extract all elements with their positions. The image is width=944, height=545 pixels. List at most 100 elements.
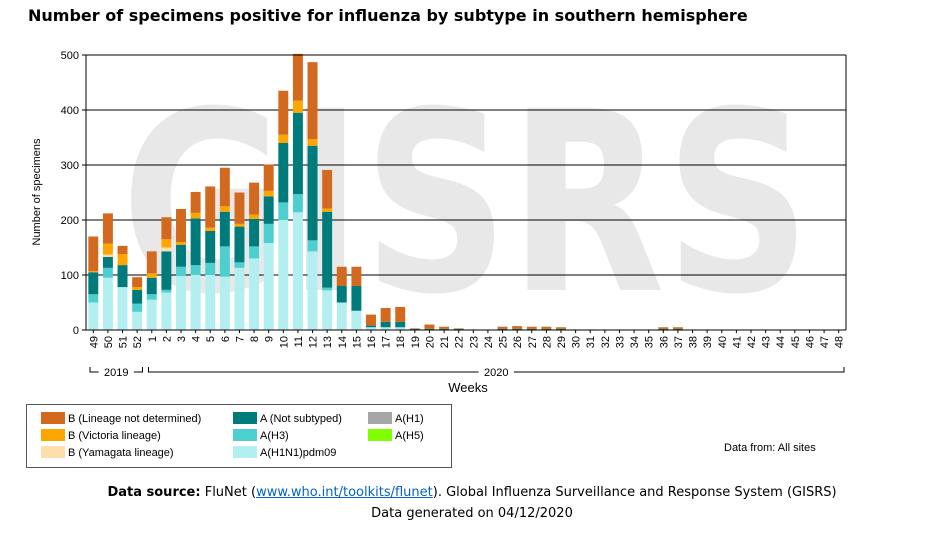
bar-segment — [219, 167, 230, 207]
bar-segment — [380, 321, 391, 328]
x-tick-label: 2 — [161, 336, 173, 342]
bar-segment — [307, 240, 318, 252]
x-tick-label: 49 — [88, 336, 100, 348]
x-tick-label: 13 — [322, 336, 334, 348]
bar-segment — [292, 194, 303, 213]
bar-segment — [205, 186, 216, 228]
bar-segment — [146, 273, 157, 278]
bar-segment — [161, 292, 172, 330]
bar-segment — [219, 206, 230, 212]
y-tick-label: 300 — [61, 160, 79, 172]
y-tick-label: 100 — [61, 270, 79, 282]
bar-segment — [439, 328, 450, 330]
bar-segment — [205, 262, 216, 275]
x-tick-label: 14 — [337, 336, 349, 348]
x-tick-label: 30 — [571, 336, 583, 348]
bar-segment — [556, 328, 566, 330]
bar-segment — [672, 327, 683, 329]
bar-segment — [117, 254, 128, 266]
legend-item-a-not-subtyped: A (Not subtyped) — [233, 412, 342, 426]
bar-segment — [395, 321, 406, 328]
legend-swatch — [368, 429, 392, 441]
legend-swatch — [368, 412, 392, 424]
bar-segment — [161, 289, 172, 293]
y-tick-label: 200 — [61, 215, 79, 227]
x-tick-label: 19 — [410, 336, 422, 348]
year-label: 2020 — [484, 367, 508, 379]
bar-segment — [278, 143, 289, 203]
bar-segment — [102, 213, 113, 244]
bar-segment — [336, 266, 347, 286]
bar-segment — [117, 287, 128, 330]
bar-segment — [424, 328, 435, 330]
bar-segment — [292, 212, 303, 330]
bar-segment — [102, 243, 113, 255]
bar-segment — [205, 231, 216, 263]
x-tick-label: 9 — [264, 336, 276, 342]
bar-segment — [424, 324, 435, 329]
bar-segment — [219, 276, 230, 330]
x-tick-label: 3 — [176, 336, 188, 342]
bar-segment — [263, 223, 274, 244]
data-source-suffix: ). Global Influenza Surveillance and Res… — [432, 485, 837, 500]
bar-segment — [102, 256, 113, 268]
bar-segment — [132, 277, 143, 288]
bar-segment — [278, 202, 289, 220]
y-tick-label: 0 — [73, 325, 79, 337]
bar-segment — [219, 211, 230, 247]
legend: B (Lineage not determined) B (Victoria l… — [26, 404, 452, 468]
year-bracket — [147, 367, 845, 373]
x-axis-label: Weeks — [448, 380, 488, 395]
bar-segment — [117, 245, 128, 255]
x-tick-label: 31 — [585, 336, 597, 348]
x-tick-label: 29 — [556, 336, 568, 348]
bar-segment — [278, 90, 289, 135]
bar-segment — [541, 328, 552, 330]
year-brackets: 2019 2020 — [89, 367, 845, 379]
x-tick-label: 40 — [717, 336, 729, 348]
bar-segment — [292, 100, 303, 113]
x-tick-label: 21 — [439, 336, 451, 348]
bar-segment — [366, 314, 376, 326]
bar-segment — [278, 220, 289, 330]
year-bracket — [89, 367, 143, 373]
x-tick-label: 38 — [688, 336, 700, 348]
x-tick-label: 27 — [527, 336, 539, 348]
bar-segment — [336, 286, 347, 303]
legend-label: A(H1N1)pdm09 — [260, 447, 337, 459]
legend-swatch — [41, 412, 65, 424]
bar-segment — [366, 327, 376, 330]
bar-segment — [351, 286, 362, 311]
bar-segment — [146, 251, 157, 274]
x-tick-label: 50 — [103, 336, 115, 348]
bar-segment — [146, 277, 157, 295]
bar-segment — [497, 326, 508, 329]
flunet-link[interactable]: www.who.int/toolkits/flunet — [256, 485, 433, 500]
x-tick-label: 45 — [790, 336, 802, 348]
x-tick-label: 16 — [366, 336, 378, 348]
x-tick-label: 37 — [673, 336, 685, 348]
bar-segment — [102, 267, 113, 278]
bar-segment — [117, 265, 128, 288]
bar-segment — [176, 242, 186, 245]
x-tick-label: 24 — [483, 336, 495, 348]
y-axis-label: Number of specimens — [31, 138, 43, 245]
data-from-note: Data from: All sites — [724, 442, 816, 454]
bar-segment — [249, 218, 260, 247]
bar-segment — [439, 326, 450, 329]
bar-segment — [132, 303, 143, 312]
bar-segment — [263, 196, 274, 224]
bar-segment — [307, 139, 318, 146]
bar-segment — [249, 258, 260, 330]
bar-segment — [161, 239, 172, 248]
bar-segment — [146, 294, 157, 300]
legend-label: B (Victoria lineage) — [68, 430, 161, 442]
legend-swatch — [233, 429, 257, 441]
bar-group — [88, 53, 683, 330]
x-tick-label: 20 — [424, 336, 436, 348]
bar-segment — [190, 191, 201, 213]
bar-segment — [278, 134, 289, 143]
data-generated-line: Data generated on 04/12/2020 — [371, 506, 573, 521]
bar-segment — [395, 327, 406, 330]
x-tick-label: 4 — [191, 336, 203, 342]
